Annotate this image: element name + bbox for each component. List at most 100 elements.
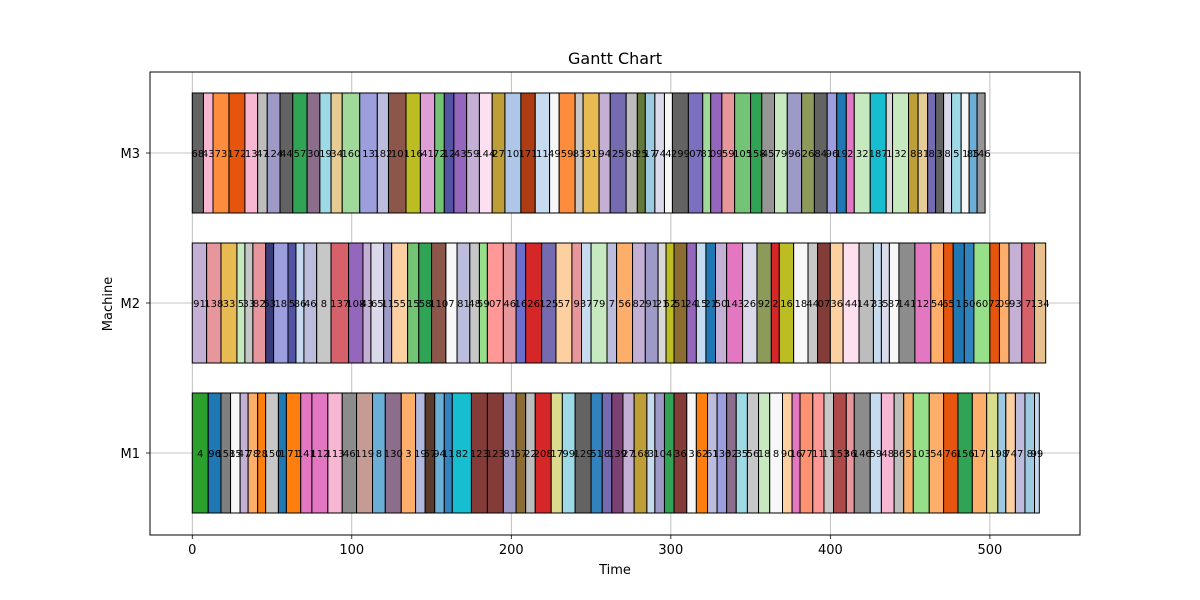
task-label: 15 <box>695 299 708 310</box>
task-label: 32 <box>894 149 907 160</box>
task-label: 30 <box>307 149 320 160</box>
task-label: 299 <box>671 149 690 160</box>
task-label: 10 <box>391 149 404 160</box>
task-label: 2 <box>772 299 778 310</box>
task-label: 44 <box>845 299 858 310</box>
task-label: 16 <box>790 449 803 460</box>
task-label: 92 <box>758 299 771 310</box>
task-label: 3 <box>936 149 942 160</box>
task-label: 57 <box>294 149 307 160</box>
task-label: 11 <box>442 449 455 460</box>
task-label: 33 <box>243 299 256 310</box>
task-label: 112 <box>310 449 329 460</box>
task-label: 34 <box>330 149 343 160</box>
task-label: 129 <box>574 449 593 460</box>
task-label: 36 <box>844 449 857 460</box>
task-label: 59 <box>467 149 480 160</box>
y-tick-label: M3 <box>121 147 141 162</box>
task-label: 158 <box>747 149 766 160</box>
task-label: 13 <box>245 149 258 160</box>
task-label: 07 <box>689 149 702 160</box>
task-label: 15 <box>229 449 242 460</box>
chart-title: Gantt Chart <box>568 49 662 68</box>
task-label: 61 <box>706 449 719 460</box>
task-label: 25 <box>635 149 648 160</box>
task-label: 28 <box>255 449 268 460</box>
task-label: 26 <box>802 149 815 160</box>
task-label: 125 <box>539 299 558 310</box>
task-label: 82 <box>633 299 646 310</box>
task-label: 3 <box>405 449 411 460</box>
task-label: 1 <box>989 449 995 460</box>
task-label: 81 <box>917 149 930 160</box>
task-label: 46 <box>304 299 317 310</box>
task-label: 81 <box>503 449 516 460</box>
task-bar <box>1034 392 1040 514</box>
task-label: 113 <box>325 449 344 460</box>
x-axis-label: Time <box>598 563 631 578</box>
task-label: 72 <box>988 299 1001 310</box>
task-label: 158 <box>216 449 235 460</box>
task-label: 96 <box>788 149 801 160</box>
task-label: 94 <box>433 449 446 460</box>
y-tick-label: M2 <box>121 297 141 312</box>
task-label: 7 <box>448 299 454 310</box>
task-label: 32 <box>856 149 869 160</box>
task-label: 47 <box>238 449 251 460</box>
task-label: 16 <box>780 299 793 310</box>
task-label: 24 <box>685 299 698 310</box>
task-label: 81 <box>700 149 713 160</box>
task-label: 12 <box>917 299 930 310</box>
task-label: 62 <box>696 449 709 460</box>
task-label: 139 <box>608 449 627 460</box>
task-label: 138 <box>204 299 223 310</box>
task-label: 93 <box>1009 299 1022 310</box>
task-label: 19 <box>319 149 332 160</box>
task-label: 36 <box>830 299 843 310</box>
task-label: 7 <box>1025 299 1031 310</box>
task-label: 5 <box>238 299 244 310</box>
task-label: 07 <box>818 299 831 310</box>
task-label: 31 <box>585 149 598 160</box>
task-label: 10 <box>507 149 520 160</box>
task-label: 18 <box>794 299 807 310</box>
y-tick-label: M1 <box>121 447 141 462</box>
task-label: 168 <box>631 449 650 460</box>
task-label: 43 <box>454 149 467 160</box>
task-label: 83 <box>573 149 586 160</box>
task-label: 51 <box>590 449 603 460</box>
task-label: 49 <box>548 149 561 160</box>
task-label: 27 <box>622 449 635 460</box>
task-label: 58 <box>419 299 432 310</box>
task-label: 123 <box>470 449 489 460</box>
task-label: 56 <box>618 299 631 310</box>
x-axis-ticks: 0 100 200 300 400 500 <box>188 535 1002 558</box>
task-label: 26 <box>527 299 540 310</box>
task-label: 124 <box>264 149 283 160</box>
task-label: 137 <box>330 299 349 310</box>
task-label: 59 <box>722 149 735 160</box>
task-label: 13 <box>362 149 375 160</box>
task-label: 105 <box>733 149 752 160</box>
task-label: 91 <box>193 299 206 310</box>
task-label: 146 <box>853 449 872 460</box>
task-label: 1 <box>956 299 962 310</box>
task-label: 141 <box>297 449 316 460</box>
task-label: 160 <box>341 149 360 160</box>
task-label: 19 <box>835 149 848 160</box>
task-label: 82 <box>253 299 266 310</box>
task-label: 1 <box>279 449 285 460</box>
task-label: 44 <box>806 299 819 310</box>
task-label: 7 <box>1017 449 1023 460</box>
task-label: 15 <box>407 299 420 310</box>
task-label: 54 <box>930 449 943 460</box>
task-label: 45 <box>762 149 775 160</box>
task-label: 27 <box>492 149 505 160</box>
task-label: 99 <box>562 449 575 460</box>
task-label: 11 <box>822 449 835 460</box>
task-label: 84 <box>814 149 827 160</box>
task-label: 77 <box>800 449 813 460</box>
